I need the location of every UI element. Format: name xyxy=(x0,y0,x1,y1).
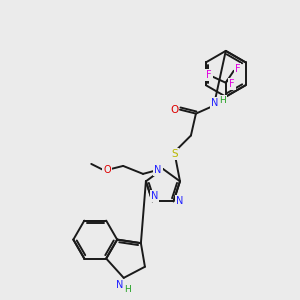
Text: S: S xyxy=(172,149,178,159)
Text: N: N xyxy=(151,191,158,201)
Text: O: O xyxy=(103,165,111,175)
Text: H: H xyxy=(124,285,131,294)
Text: F: F xyxy=(206,70,212,80)
Text: H: H xyxy=(219,96,226,105)
Text: F: F xyxy=(229,79,235,89)
Text: N: N xyxy=(176,196,183,206)
Text: N: N xyxy=(116,280,123,290)
Text: N: N xyxy=(154,165,162,175)
Text: O: O xyxy=(170,105,178,115)
Text: F: F xyxy=(235,64,241,74)
Text: N: N xyxy=(211,98,218,108)
